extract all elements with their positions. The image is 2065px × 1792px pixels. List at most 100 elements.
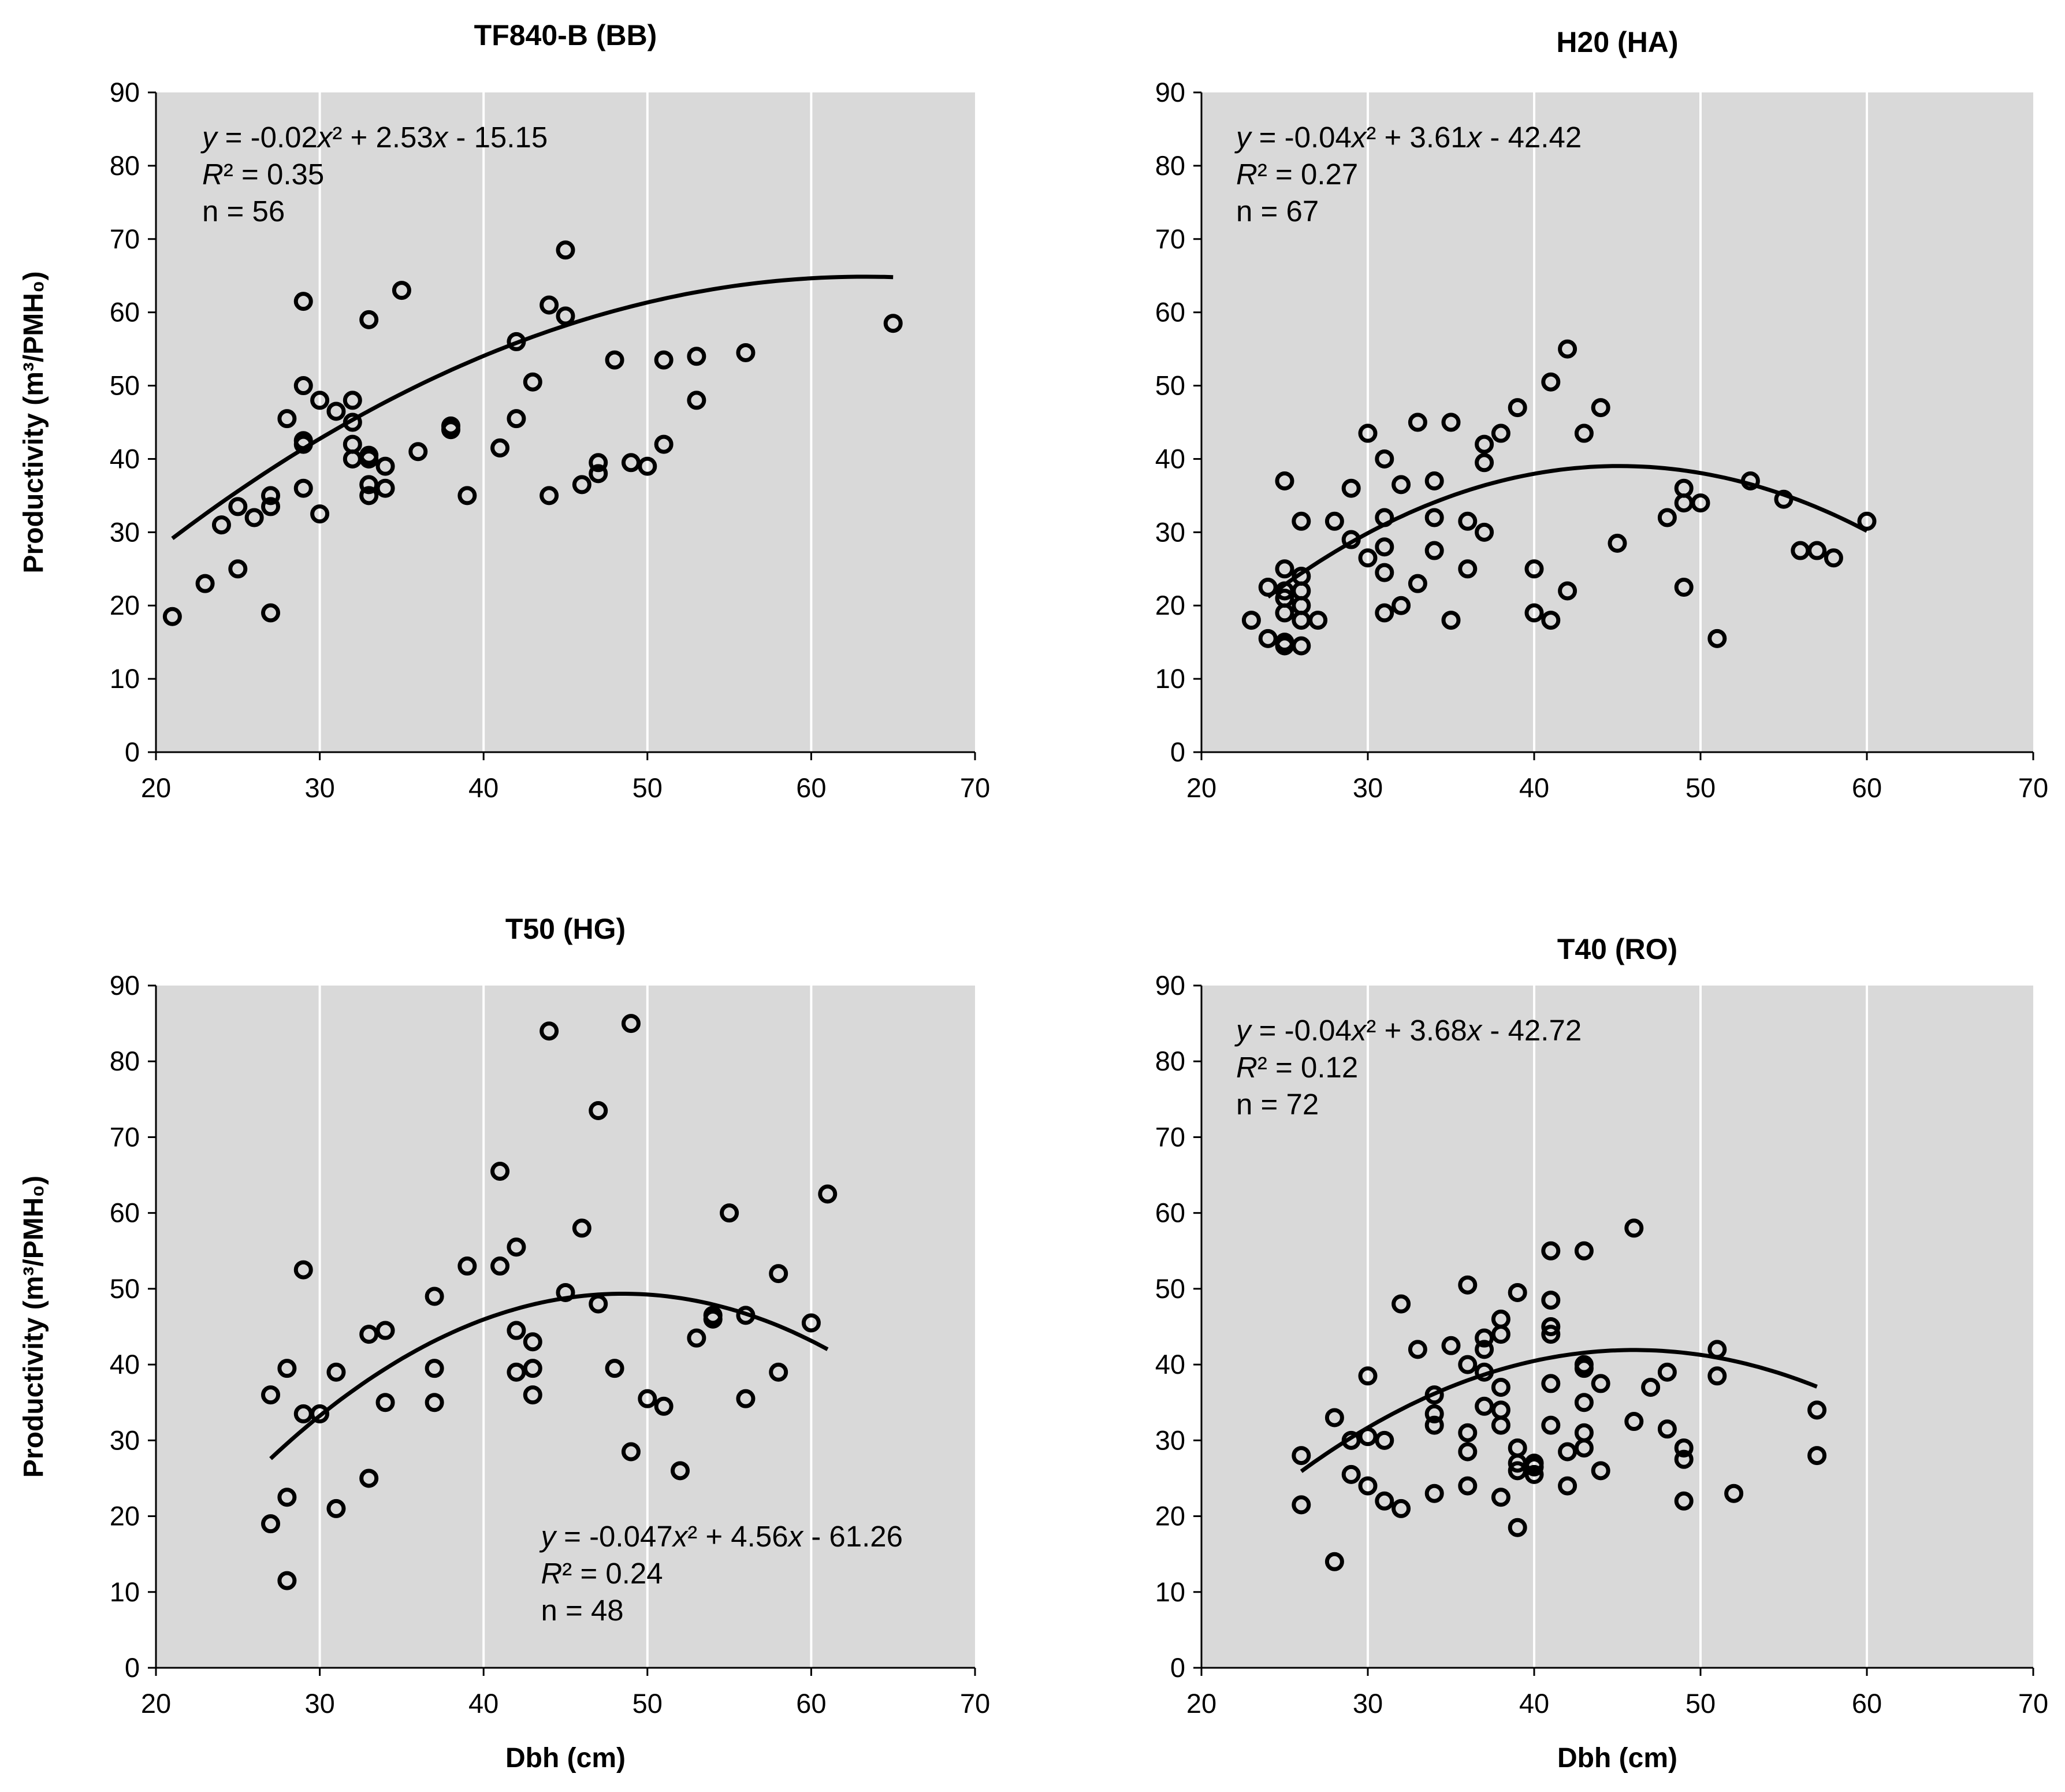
trendline (171, 274, 894, 540)
data-point (1524, 603, 1544, 623)
data-point (1824, 548, 1843, 568)
x-axis-title: Dbh (cm) (1557, 1743, 1677, 1774)
data-point (425, 1393, 444, 1412)
x-tick-label: 30 (1353, 1688, 1383, 1719)
y-tick-label: 20 (1155, 1501, 1185, 1531)
data-point (539, 295, 559, 315)
data-point (1558, 339, 1577, 359)
data-point (654, 350, 674, 370)
data-point (359, 486, 379, 505)
equation-part: - 61.26 (803, 1520, 903, 1553)
data-point (1408, 412, 1427, 432)
data-point (1491, 1325, 1510, 1344)
data-point (1292, 636, 1311, 656)
r-squared: R² = 0.35 (202, 158, 324, 191)
equation-part: = -0.04 (1251, 121, 1352, 154)
equation-part: x (1465, 121, 1483, 154)
data-point (1241, 611, 1261, 630)
data-point (523, 1332, 542, 1352)
data-point (1591, 1461, 1610, 1481)
data-point (1707, 629, 1727, 648)
equation-part: - 42.72 (1482, 1014, 1582, 1047)
data-point (1475, 453, 1494, 473)
data-point (1475, 1340, 1494, 1359)
data-point (490, 438, 510, 458)
data-point (1424, 471, 1444, 491)
r-squared-symbol: R (541, 1557, 562, 1590)
x-tick-label: 40 (1519, 1688, 1549, 1719)
y-tick-label: 50 (110, 370, 140, 401)
data-point (1475, 1396, 1494, 1416)
data-point (1391, 475, 1411, 495)
data-point (1674, 1438, 1694, 1458)
data-point (261, 603, 281, 623)
x-tick-label: 30 (1353, 772, 1383, 803)
data-point (1275, 603, 1294, 623)
data-point (1508, 1282, 1527, 1302)
data-point (523, 372, 542, 392)
chart-panel: 0 10 20 30 40 50 60 70 80 90 20 30 40 50 60 70 T50 (HG) P… (18, 913, 990, 1774)
data-point (1807, 1400, 1827, 1420)
data-point (1508, 1518, 1527, 1537)
x-axis-title: Dbh (cm) (505, 1743, 626, 1774)
data-point (1458, 1476, 1478, 1496)
data-point (1341, 1430, 1361, 1450)
data-point (1641, 1377, 1661, 1397)
x-tick-label: 70 (2018, 772, 2048, 803)
data-point (1441, 412, 1461, 432)
equation-part: x (431, 121, 449, 154)
data-point (359, 310, 379, 329)
data-point (162, 607, 182, 626)
sample-size: n = 48 (541, 1594, 623, 1627)
panel-title: TF840-B (BB) (474, 19, 657, 51)
y-tick-label: 0 (1170, 1652, 1185, 1683)
data-point (1574, 423, 1594, 443)
data-point (359, 475, 379, 495)
r-squared-value: ² = 0.35 (224, 158, 324, 191)
x-tick-label: 70 (960, 772, 990, 803)
data-point (375, 478, 395, 498)
data-point (523, 1385, 542, 1405)
plot-area (1201, 92, 2033, 752)
data-point (457, 486, 477, 505)
x-tick-label: 70 (2018, 1688, 2048, 1719)
x-tick-label: 50 (632, 772, 663, 803)
chart-panel: 0 10 20 30 40 50 60 70 80 90 20 30 40 50 60 70 H20 (HA) y… (1155, 26, 2048, 803)
data-point (490, 1256, 510, 1276)
y-tick-label: 80 (1155, 1046, 1185, 1076)
data-point (1424, 1484, 1444, 1503)
data-point (277, 1359, 297, 1378)
chart-panels: 0 10 20 30 40 50 60 70 80 90 20 30 40 50 60 70 TF840-B (… (18, 19, 2048, 1774)
y-tick-label: 40 (110, 443, 140, 474)
y-tick-label: 10 (1155, 663, 1185, 694)
data-point (261, 497, 281, 516)
chart-panel: 0 10 20 30 40 50 60 70 80 90 20 30 40 50 60 70 TF840-B (… (18, 19, 990, 803)
data-point (801, 1313, 821, 1333)
data-point (1424, 1415, 1444, 1435)
data-point (1308, 611, 1328, 630)
data-point (326, 1499, 346, 1518)
y-tick-label: 20 (110, 590, 140, 620)
y-tick-label: 30 (110, 516, 140, 547)
y-tick-label: 0 (1170, 737, 1185, 767)
data-point (1258, 578, 1278, 597)
data-point (1475, 1328, 1494, 1348)
data-point (1391, 1294, 1411, 1314)
y-tick-label: 10 (110, 1577, 140, 1607)
y-tick-label: 10 (1155, 1577, 1185, 1607)
equation-part: y (1234, 121, 1253, 154)
data-point (1341, 530, 1361, 549)
data-point (1275, 471, 1294, 491)
data-point (1258, 629, 1278, 648)
data-point (1574, 1393, 1594, 1412)
data-point (1424, 1404, 1444, 1423)
data-point (1341, 1464, 1361, 1484)
data-point (1591, 398, 1610, 418)
data-point (1292, 511, 1311, 531)
x-tick-label: 20 (1186, 772, 1216, 803)
data-point (589, 1294, 608, 1314)
x-tick-label: 60 (796, 1688, 826, 1719)
sample-size: n = 56 (202, 195, 285, 228)
chart-panel: 0 10 20 30 40 50 60 70 80 90 20 30 40 50 60 70 T40 (RO) D… (1155, 933, 2048, 1774)
data-point (1375, 1491, 1394, 1511)
